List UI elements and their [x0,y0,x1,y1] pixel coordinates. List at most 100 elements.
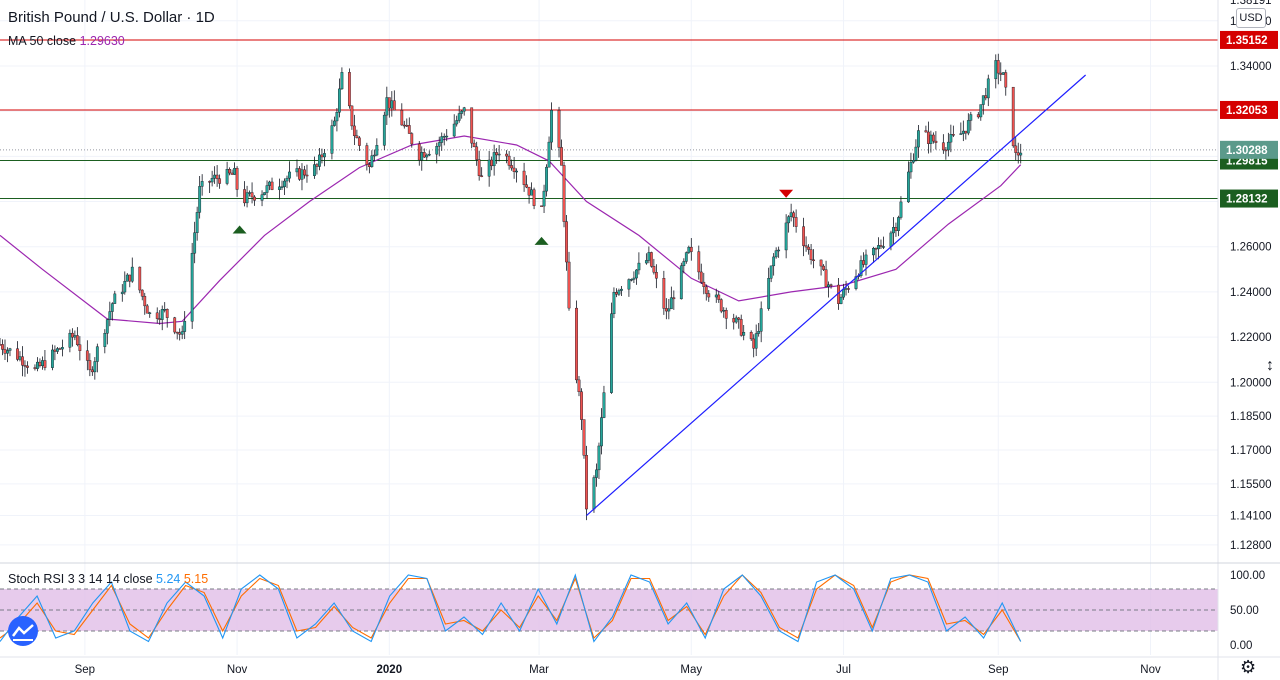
candle-body [979,104,983,118]
candle-body [6,350,9,354]
candle-body [707,293,711,298]
candle-body [912,160,915,163]
price-tick-label: 1.34000 [1230,61,1272,73]
candle-body [739,319,743,336]
candle-body [338,88,341,113]
candle-body [1019,152,1023,156]
candle-body [180,331,184,335]
stoch-rsi-pane [0,573,1218,643]
candle-body [105,319,109,334]
tradingview-logo-icon[interactable] [8,616,38,646]
candle-body [822,265,825,270]
candle-body [215,174,219,179]
stoch-tick-label: 0.00 [1230,640,1252,652]
time-tick-label: May [680,664,702,676]
candle-body [996,60,1000,74]
candle-body [422,152,426,158]
candle-body [515,170,519,173]
candle-body [862,260,865,265]
candle-body [460,110,464,114]
candle-body [842,289,845,298]
candle-body [70,332,74,338]
candle-body [163,309,167,311]
candle-body [158,318,162,320]
candle-body [280,186,284,188]
symbol-title[interactable]: British Pound / U.S. Dollar · 1D [8,9,215,26]
candle-body [407,125,411,134]
candle-body [632,277,636,280]
candle-body [477,159,481,176]
stoch-legend[interactable]: Stoch RSI 3 3 14 14 close 5.24 5.15 [8,572,208,586]
candle-body [455,120,459,125]
candle-body [1016,152,1020,156]
candle-body [944,149,948,152]
time-tick-label: 2020 [377,664,403,676]
candle-body [829,284,833,286]
candle-body [859,260,863,276]
marker-arrow-down-icon [779,189,794,198]
price-tick-label: 1.38191 [1230,0,1272,7]
candle-body [347,72,351,107]
candle-body [634,269,638,279]
candle-body [699,271,703,283]
candle-body [792,212,796,218]
time-tick-label: Mar [529,664,549,676]
time-tick-label: Sep [75,664,95,676]
candle-body [897,217,900,231]
candle-body [165,309,169,318]
candle-body [882,246,885,248]
candle-body [490,159,494,167]
level-price-tag [1220,189,1278,208]
ma-legend[interactable]: MA 50 close 1.29630 [8,34,125,48]
candle-body [769,265,773,279]
candle-body [527,186,531,196]
candle-body [580,391,583,420]
candle-body [672,297,676,300]
trendline-layer[interactable] [586,74,1087,517]
candle-body [894,227,898,231]
candle-body [595,469,598,478]
candle-body [909,161,913,173]
candle-body [88,360,92,371]
candle-body [265,185,269,193]
candle-body [889,232,893,247]
candle-body [592,477,596,510]
candle-body [585,455,588,510]
candle-body [682,261,686,266]
candle-body [644,260,648,264]
candle-body [193,232,197,254]
candle-body [400,110,404,126]
candle-body [907,171,910,203]
candle-body [507,155,511,166]
candle-body [981,95,985,105]
candle-body [183,321,187,332]
candle-body [722,310,726,312]
candle-body [892,227,895,234]
marker-arrow-up-icon [534,236,549,245]
candle-body [946,141,950,151]
price-tick-label: 1.18500 [1230,411,1272,423]
candle-body [497,153,501,156]
candle-body [839,296,843,304]
candle-body [417,143,421,161]
candle-body [669,297,673,310]
currency-button[interactable]: USD [1236,8,1266,28]
candle-body [442,136,446,138]
candle-body [627,279,631,290]
candle-body [689,246,693,252]
candle-body [600,417,603,447]
candle-body [228,169,232,174]
candle-body [103,333,107,347]
ma-label: MA 50 close [8,34,77,48]
candle-body [986,78,990,99]
candle-body [774,250,778,258]
gear-icon[interactable]: ⚙ [1240,657,1257,677]
candle-body [784,222,788,251]
candle-body [335,112,339,122]
candle-body [597,445,601,471]
candle-body [145,305,149,314]
candle-body [929,134,933,144]
candle-body [802,226,806,246]
time-tick-label: Nov [1140,664,1161,676]
